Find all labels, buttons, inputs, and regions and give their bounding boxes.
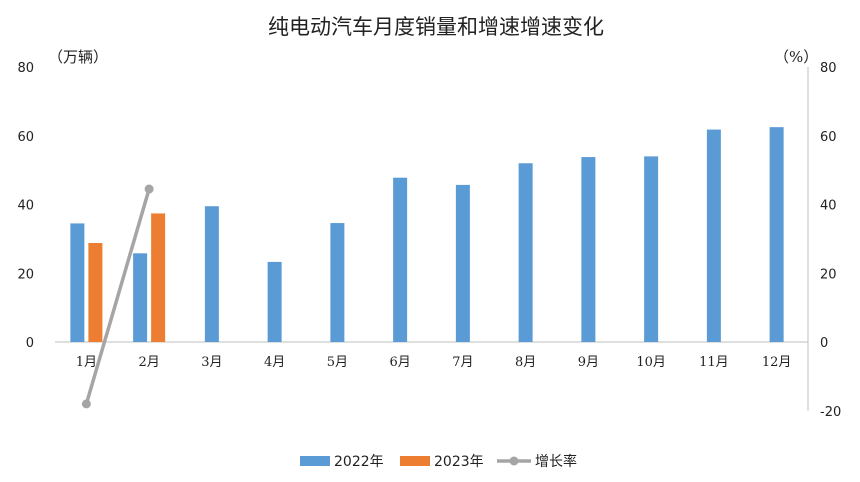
chart-title: 纯电动汽车月度销量和增速增速变化 bbox=[268, 15, 604, 39]
bar bbox=[769, 127, 784, 342]
bar bbox=[267, 261, 282, 342]
bar bbox=[393, 177, 408, 342]
right-tick-label: 40 bbox=[820, 199, 837, 214]
left-tick-label: 80 bbox=[17, 61, 34, 76]
category-label: 1月 bbox=[76, 355, 97, 370]
category-label: 3月 bbox=[201, 355, 222, 370]
left-axis-unit: （万辆） bbox=[48, 48, 108, 66]
legend-swatch bbox=[400, 456, 430, 466]
legend-label: 2023年 bbox=[434, 454, 484, 470]
category-label: 12月 bbox=[762, 355, 792, 370]
category-label: 2月 bbox=[138, 355, 159, 370]
bar bbox=[518, 163, 533, 342]
category-label: 5月 bbox=[327, 355, 348, 370]
category-label: 11月 bbox=[699, 355, 729, 370]
bar bbox=[88, 243, 103, 342]
left-tick-label: 20 bbox=[17, 267, 34, 282]
growth-line-path bbox=[84, 188, 151, 405]
category-label: 9月 bbox=[578, 355, 599, 370]
bar bbox=[70, 223, 85, 342]
bar bbox=[133, 253, 148, 342]
category-label: 10月 bbox=[636, 355, 666, 370]
bar bbox=[706, 129, 721, 342]
left-tick-label: 0 bbox=[26, 336, 34, 351]
growth-point bbox=[144, 184, 154, 194]
category-label: 6月 bbox=[389, 355, 410, 370]
bar bbox=[204, 206, 219, 342]
bar bbox=[151, 213, 166, 342]
right-axis-unit: （%） bbox=[774, 48, 818, 66]
legend-label: 2022年 bbox=[334, 454, 384, 470]
bar bbox=[644, 156, 659, 342]
axes: 0 20 40 60 80 -20 0 20 40 60 80 bbox=[17, 61, 841, 420]
legend: 2022年 2023年 增长率 bbox=[300, 453, 577, 470]
bar bbox=[330, 223, 345, 342]
right-tick-label: 60 bbox=[820, 130, 837, 145]
growth-point bbox=[81, 399, 91, 409]
left-tick-label: 40 bbox=[17, 199, 34, 214]
category-label: 8月 bbox=[515, 355, 536, 370]
legend-marker bbox=[509, 456, 519, 466]
right-tick-label: 80 bbox=[820, 61, 837, 76]
category-labels: 1月 2月 3月 4月 5月 6月 7月 8月 9月 10月 11月 12月 bbox=[76, 355, 792, 370]
right-tick-label: -20 bbox=[820, 405, 841, 420]
right-tick-label: 0 bbox=[820, 336, 828, 351]
legend-label: 增长率 bbox=[535, 453, 577, 470]
bar bbox=[581, 157, 596, 342]
growth-line bbox=[81, 184, 154, 409]
bar bbox=[455, 184, 470, 342]
left-tick-label: 60 bbox=[17, 130, 34, 145]
category-label: 4月 bbox=[264, 355, 285, 370]
legend-swatch bbox=[300, 456, 330, 466]
category-label: 7月 bbox=[452, 355, 473, 370]
right-tick-label: 20 bbox=[820, 267, 837, 282]
bars bbox=[70, 127, 784, 342]
